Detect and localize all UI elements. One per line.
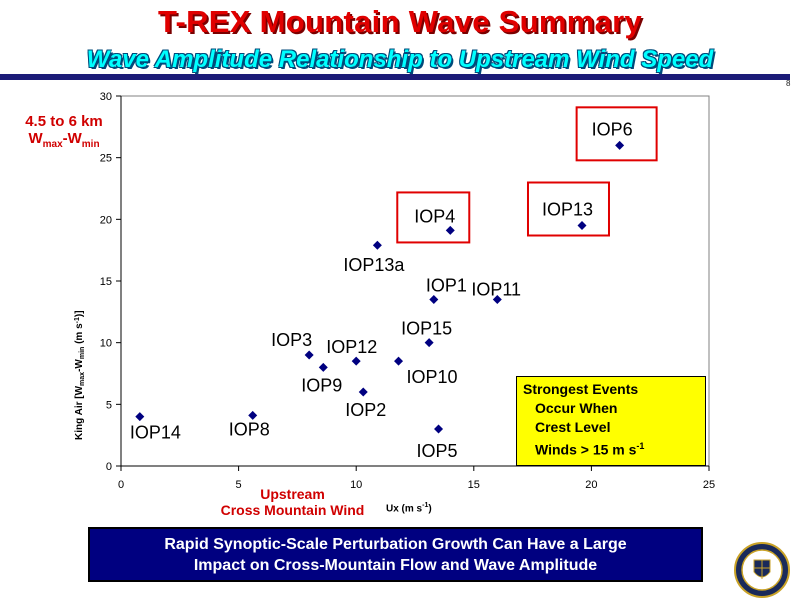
note-line4-text: Winds > 15 m s xyxy=(535,441,637,458)
x-label-main: Ux (m s xyxy=(386,503,423,515)
point-label-iop6: IOP6 xyxy=(592,119,633,139)
note-line4: Winds > 15 m s-1 xyxy=(523,437,701,460)
navy-seal-icon xyxy=(734,542,790,598)
amplitude-note-line1: 4.5 to 6 km xyxy=(25,113,103,130)
highlight-box-iop6 xyxy=(575,106,658,162)
data-point-iop8 xyxy=(248,410,258,420)
x-label-end: ) xyxy=(428,503,432,515)
x-tick-label: 20 xyxy=(585,479,597,491)
data-point-iop3 xyxy=(304,350,314,360)
note-line2: Occur When xyxy=(535,400,618,416)
banner-line1: Rapid Synoptic-Scale Perturbation Growth… xyxy=(164,536,627,553)
chart-axes: 0 5 10 15 20 25 0 5 10 15 20 25 30 xyxy=(100,91,715,491)
data-point-iop10 xyxy=(394,356,404,366)
x-tick-label: 10 xyxy=(350,479,362,491)
y-tick-label: 15 xyxy=(100,276,112,288)
x-tick-label: 25 xyxy=(703,479,715,491)
slide-subtitle: Wave Amplitude Relationship to Upstream … xyxy=(86,46,714,73)
point-label-iop14: IOP14 xyxy=(130,423,181,443)
y-tick-label: 20 xyxy=(100,214,112,226)
upstream-note: Upstream Cross Mountain Wind xyxy=(195,486,390,518)
x-tick-label: 0 xyxy=(118,479,124,491)
data-point-iop11 xyxy=(492,295,502,304)
x-label-sup: -1 xyxy=(422,502,429,509)
y-tick-label: 25 xyxy=(100,153,112,165)
point-label-iop11: IOP11 xyxy=(471,280,521,300)
amp-sub-max: max xyxy=(42,139,63,150)
data-point-iop2 xyxy=(358,387,368,397)
point-label-iop8: IOP8 xyxy=(229,419,270,439)
data-point-iop14 xyxy=(135,412,145,422)
point-label-iop13a: IOP13a xyxy=(343,255,405,275)
point-label-iop15: IOP15 xyxy=(401,319,452,339)
point-label-iop2: IOP2 xyxy=(345,400,386,420)
point-label-iop9: IOP9 xyxy=(301,375,342,395)
highlight-box-iop13 xyxy=(526,181,610,237)
y-tick-label: 10 xyxy=(100,338,112,350)
amp-w1: W xyxy=(28,130,43,147)
strongest-events-note: Strongest Events Occur When Crest Level … xyxy=(516,376,706,466)
x-tick-label: 15 xyxy=(468,479,480,491)
data-point-iop6 xyxy=(615,140,625,150)
page-number: 8 xyxy=(786,79,791,88)
x-axis-label: Ux (m s-1) xyxy=(386,502,432,514)
point-label-iop13: IOP13 xyxy=(542,200,593,220)
data-point-iop4 xyxy=(445,225,455,235)
amp-sub-min: min xyxy=(81,139,100,150)
point-label-iop3: IOP3 xyxy=(271,330,312,350)
title-divider xyxy=(0,74,790,80)
data-point-iop12 xyxy=(351,356,361,366)
data-point-iop9 xyxy=(318,362,328,372)
data-point-iop13a xyxy=(372,240,382,250)
note-line3: Crest Level xyxy=(535,419,611,435)
chart-marks: IOP14 IOP8 IOP3 IOP9 IOP12 IOP2 IOP13a IOP10 IOP… xyxy=(130,119,633,461)
point-label-iop1: IOP1 xyxy=(426,276,467,296)
point-label-iop5: IOP5 xyxy=(417,441,458,461)
amp-dash: -W xyxy=(62,130,82,147)
upstream-note-line2: Cross Mountain Wind xyxy=(220,502,365,518)
upstream-note-line1: Upstream xyxy=(260,486,325,502)
point-label-iop12: IOP12 xyxy=(326,337,377,357)
data-point-iop13 xyxy=(577,221,587,230)
banner-line2: Impact on Cross-Mountain Flow and Wave A… xyxy=(193,557,598,574)
note-line4-sup: -1 xyxy=(636,441,645,451)
highlight-boxes xyxy=(396,106,658,244)
point-label-iop10: IOP10 xyxy=(407,367,458,387)
y-tick-label: 30 xyxy=(100,91,112,103)
note-line1: Strongest Events xyxy=(523,381,639,397)
highlight-box-iop4 xyxy=(396,191,471,244)
data-point-iop15 xyxy=(424,338,434,348)
amplitude-note: 4.5 to 6 km Wmax-Wmin xyxy=(8,113,120,153)
data-point-iop5 xyxy=(434,424,444,434)
y-tick-label: 0 xyxy=(106,461,112,473)
slide-title: T-REX Mountain Wave Summary xyxy=(157,4,643,39)
amplitude-note-line2: Wmax-Wmin xyxy=(8,130,120,153)
point-label-iop4: IOP4 xyxy=(414,206,455,226)
y-tick-label: 5 xyxy=(106,399,112,411)
x-tick-label: 5 xyxy=(236,479,242,491)
data-point-iop1 xyxy=(429,295,439,304)
summary-banner: Rapid Synoptic-Scale Perturbation Growth… xyxy=(88,527,703,582)
y-axis-label: King Air [Wmax-Wmin (m s-1)] xyxy=(74,310,86,440)
